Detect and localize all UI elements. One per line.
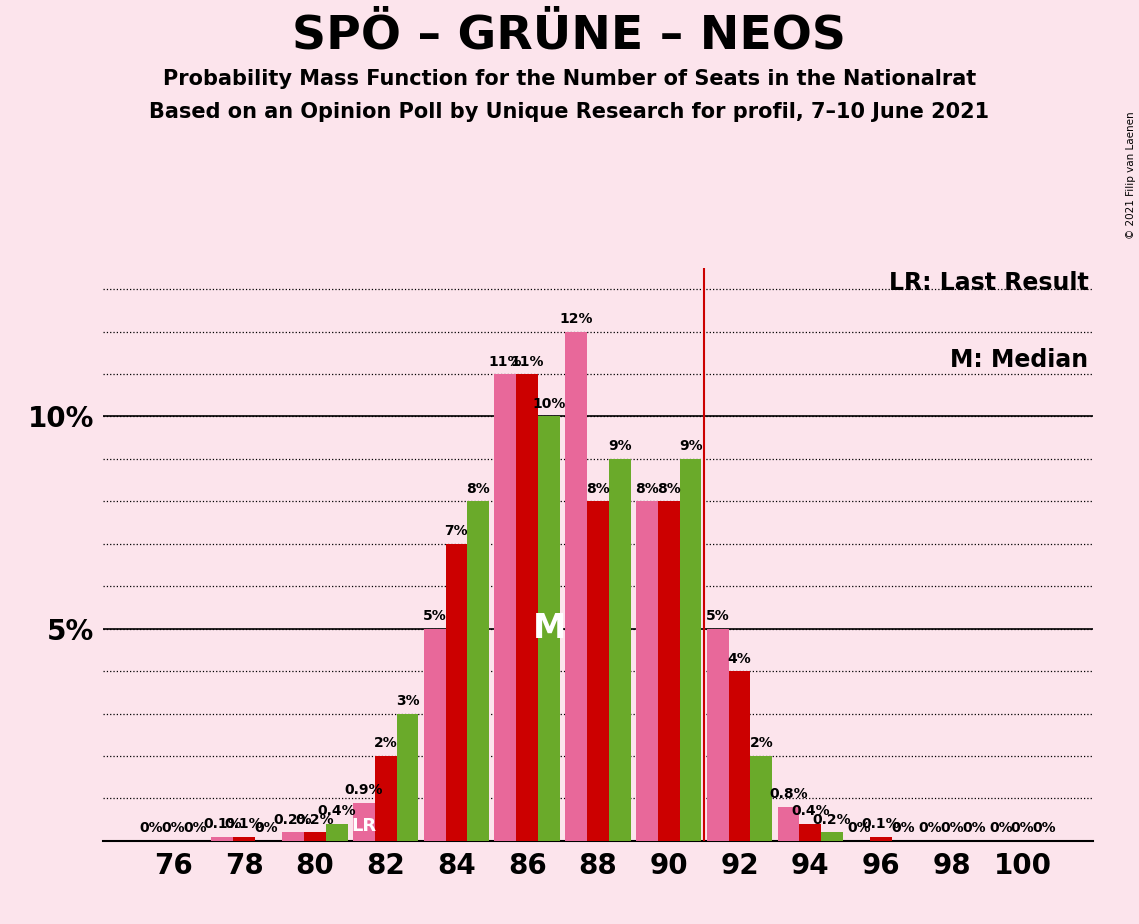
Text: 0.1%: 0.1% (224, 817, 263, 831)
Text: 0.2%: 0.2% (295, 813, 334, 827)
Text: 8%: 8% (657, 481, 681, 496)
Text: 5%: 5% (706, 609, 730, 623)
Bar (233, 836, 255, 841)
Text: 0%: 0% (1033, 821, 1056, 835)
Text: 5%: 5% (423, 609, 446, 623)
Text: 12%: 12% (559, 312, 593, 326)
Bar (304, 833, 326, 841)
Bar (494, 374, 516, 841)
Text: 0.2%: 0.2% (813, 813, 852, 827)
Bar (751, 756, 772, 841)
Text: Probability Mass Function for the Number of Seats in the Nationalrat: Probability Mass Function for the Number… (163, 69, 976, 90)
Text: 0%: 0% (962, 821, 985, 835)
Text: 0.1%: 0.1% (203, 817, 241, 831)
Bar (587, 502, 609, 841)
Text: LR: LR (351, 818, 376, 835)
Text: 0.2%: 0.2% (273, 813, 312, 827)
Text: 0.1%: 0.1% (862, 817, 901, 831)
Text: 2%: 2% (749, 736, 773, 750)
Text: 0%: 0% (254, 821, 278, 835)
Bar (516, 374, 538, 841)
Text: 10%: 10% (532, 397, 566, 411)
Bar (800, 824, 821, 841)
Text: 0%: 0% (918, 821, 942, 835)
Text: M: Median: M: Median (950, 348, 1089, 372)
Text: 0%: 0% (989, 821, 1013, 835)
Text: © 2021 Filip van Laenen: © 2021 Filip van Laenen (1125, 111, 1136, 238)
Text: 4%: 4% (728, 651, 752, 665)
Text: 0%: 0% (140, 821, 163, 835)
Bar (375, 756, 396, 841)
Bar (467, 502, 489, 841)
Text: 0%: 0% (847, 821, 871, 835)
Text: 0.4%: 0.4% (790, 805, 829, 819)
Text: 0%: 0% (183, 821, 207, 835)
Bar (636, 502, 658, 841)
Text: 8%: 8% (636, 481, 658, 496)
Text: 11%: 11% (489, 355, 522, 369)
Bar (565, 332, 587, 841)
Bar (609, 459, 631, 841)
Text: SPÖ – GRÜNE – NEOS: SPÖ – GRÜNE – NEOS (293, 14, 846, 59)
Bar (445, 544, 467, 841)
Bar (821, 833, 843, 841)
Text: 8%: 8% (587, 481, 609, 496)
Text: 2%: 2% (374, 736, 398, 750)
Text: 0%: 0% (162, 821, 186, 835)
Text: 0%: 0% (891, 821, 915, 835)
Text: 0.9%: 0.9% (345, 784, 383, 797)
Bar (396, 713, 418, 841)
Bar (353, 803, 375, 841)
Text: 0.8%: 0.8% (769, 787, 808, 801)
Text: 9%: 9% (679, 440, 703, 454)
Bar (326, 824, 347, 841)
Text: 0%: 0% (940, 821, 964, 835)
Text: Based on an Opinion Poll by Unique Research for profil, 7–10 June 2021: Based on an Opinion Poll by Unique Resea… (149, 102, 990, 122)
Bar (424, 628, 445, 841)
Text: 8%: 8% (466, 481, 490, 496)
Bar (870, 836, 892, 841)
Bar (778, 807, 800, 841)
Bar (707, 628, 729, 841)
Bar (729, 671, 751, 841)
Text: 7%: 7% (444, 524, 468, 539)
Bar (538, 417, 560, 841)
Text: 0%: 0% (1010, 821, 1034, 835)
Bar (212, 836, 233, 841)
Bar (680, 459, 702, 841)
Text: 9%: 9% (608, 440, 632, 454)
Text: M: M (532, 613, 566, 645)
Text: LR: Last Result: LR: Last Result (888, 271, 1089, 295)
Bar (282, 833, 304, 841)
Text: 3%: 3% (395, 694, 419, 708)
Bar (658, 502, 680, 841)
Text: 0.4%: 0.4% (318, 805, 357, 819)
Text: 11%: 11% (510, 355, 544, 369)
